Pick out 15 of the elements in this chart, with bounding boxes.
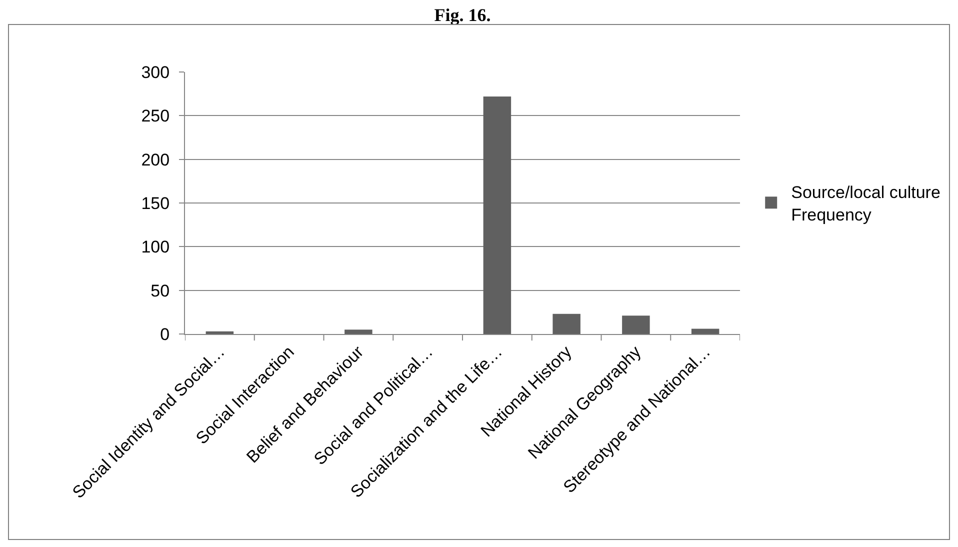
y-tick-label: 200 (141, 150, 170, 170)
y-tick-label: 150 (141, 194, 170, 213)
y-tick-label: 250 (141, 106, 170, 126)
chart-title: Fig. 16. (434, 4, 491, 25)
bar (344, 330, 372, 334)
y-tick-label: 0 (160, 324, 170, 344)
y-tick-label: 50 (150, 281, 170, 300)
y-tick-label: 100 (141, 238, 170, 257)
bar (483, 96, 512, 334)
bar (552, 314, 580, 334)
legend-label: Source/local culture Frequency (791, 183, 940, 224)
bar (622, 316, 650, 334)
bar (691, 328, 720, 334)
y-tick-label: 300 (141, 62, 170, 82)
bar (206, 331, 234, 334)
